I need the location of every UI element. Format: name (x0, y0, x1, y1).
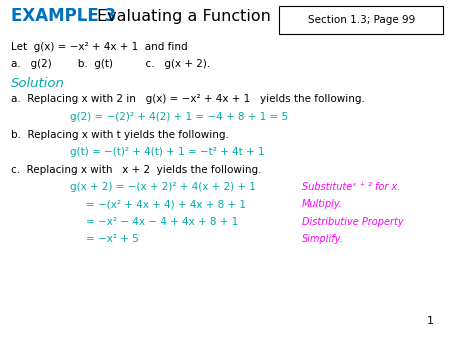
FancyBboxPatch shape (279, 6, 443, 34)
Text: = −x² − 4x − 4 + 4x + 8 + 1: = −x² − 4x − 4 + 4x + 8 + 1 (86, 217, 238, 227)
Text: Substituteˣ ⁺ ² for x.: Substituteˣ ⁺ ² for x. (302, 182, 400, 192)
Text: Solution: Solution (11, 77, 65, 90)
Text: g(2) = −(2)² + 4(2) + 1 = −4 + 8 + 1 = 5: g(2) = −(2)² + 4(2) + 1 = −4 + 8 + 1 = 5 (70, 112, 288, 122)
Text: Let  g(x) = −x² + 4x + 1  and find: Let g(x) = −x² + 4x + 1 and find (11, 42, 188, 52)
Text: Simplify.: Simplify. (302, 234, 343, 244)
Text: b.  Replacing x with t yields the following.: b. Replacing x with t yields the followi… (11, 129, 229, 140)
Text: = −(x² + 4x + 4) + 4x + 8 + 1: = −(x² + 4x + 4) + 4x + 8 + 1 (86, 199, 246, 210)
Text: EXAMPLE 3: EXAMPLE 3 (11, 7, 117, 25)
Text: Distributive Property: Distributive Property (302, 217, 403, 227)
Text: c.  Replacing x with   x + 2  yields the following.: c. Replacing x with x + 2 yields the fol… (11, 165, 262, 175)
Text: g(t) = −(t)² + 4(t) + 1 = −t² + 4t + 1: g(t) = −(t)² + 4(t) + 1 = −t² + 4t + 1 (70, 147, 264, 157)
Text: Evaluating a Function: Evaluating a Function (97, 9, 270, 24)
Text: Section 1.3; Page 99: Section 1.3; Page 99 (307, 15, 415, 25)
Text: g(x + 2) = −(x + 2)² + 4(x + 2) + 1: g(x + 2) = −(x + 2)² + 4(x + 2) + 1 (70, 182, 256, 192)
Text: a.   g(2)        b.  g(t)          c.   g(x + 2).: a. g(2) b. g(t) c. g(x + 2). (11, 59, 211, 69)
Text: a.  Replacing x with 2 in   g(x) = −x² + 4x + 1   yields the following.: a. Replacing x with 2 in g(x) = −x² + 4x… (11, 94, 365, 104)
Text: = −x² + 5: = −x² + 5 (86, 234, 138, 244)
Text: Multiply.: Multiply. (302, 199, 342, 210)
Text: 1: 1 (427, 316, 434, 326)
